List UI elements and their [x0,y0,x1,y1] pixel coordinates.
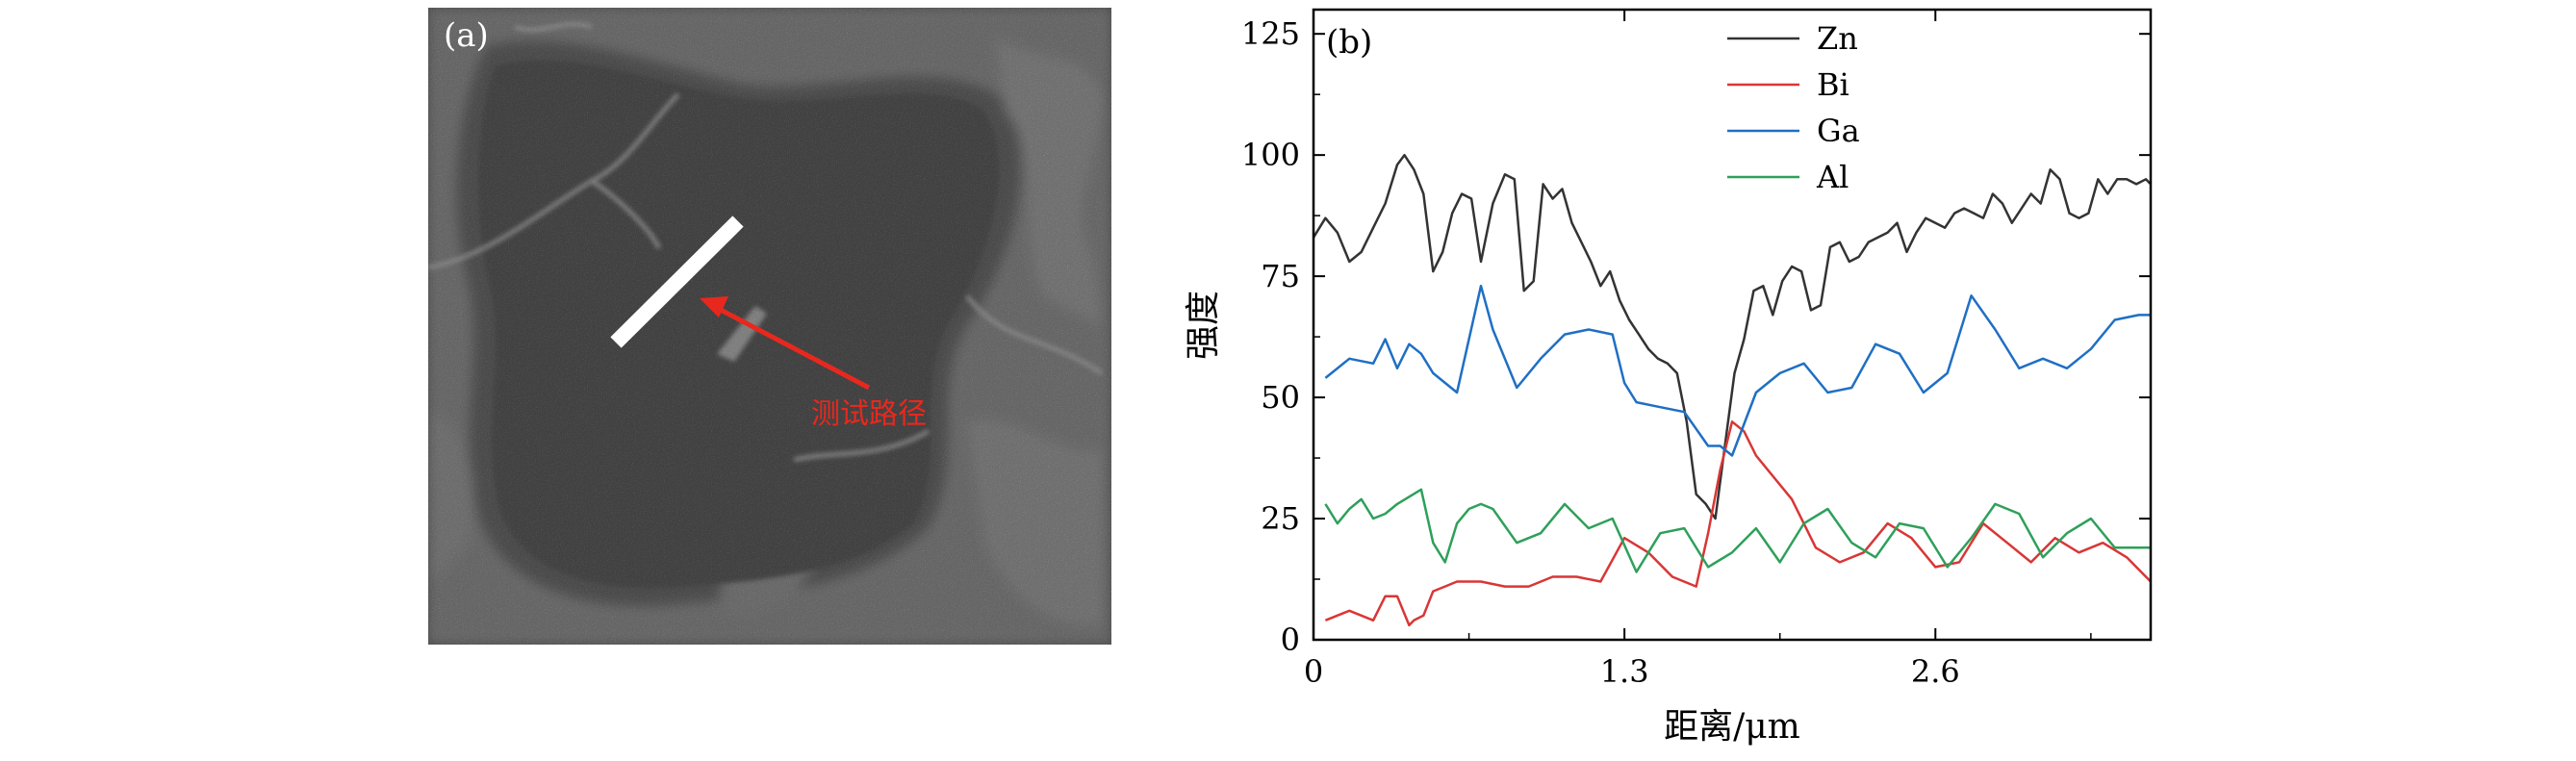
legend-label-al: Al [1816,159,1849,195]
legend-label-zn: Zn [1817,20,1858,57]
series-line-al [1324,488,2151,573]
sem-micrograph: 测试路径 (a) [427,8,1111,645]
line-profile-chart: 0 25 50 75 100 125 0 1.3 2.6 (b) 距离/μm 强度 Zn Bi Ga… [1184,8,2153,747]
series-line-zn [1312,153,2152,520]
line-profile-chart-panel: 0 25 50 75 100 125 0 1.3 2.6 (b) 距离/μm 强度 Zn Bi Ga… [1174,0,2576,757]
y-tick-label: 25 [1261,500,1300,537]
y-tick-label: 100 [1241,137,1300,173]
annotation-arrow-head [700,296,728,317]
x-tick-label: 1.3 [1600,653,1649,690]
series-line-ga [1324,284,2151,457]
test-path-bar [610,216,744,348]
y-tick-label: 125 [1241,15,1300,52]
panel-a-label: (a) [444,16,489,55]
y-axis-label: 强度 [1184,291,1223,360]
legend-label-ga: Ga [1817,113,1860,149]
y-tick-label: 0 [1281,621,1300,658]
y-tick-label: 50 [1261,379,1300,416]
x-tick-label: 0 [1304,653,1323,690]
y-tick-label: 75 [1261,258,1300,294]
sem-micrograph-panel: 测试路径 (a) [427,8,1111,645]
series-line-bi [1324,420,2152,627]
legend: Zn Bi Ga Al [1727,20,1860,195]
x-tick-label: 2.6 [1911,653,1960,690]
plot-frame [1312,8,2153,642]
panel-b-label: (b) [1326,23,1372,62]
x-axis-label: 距离/μm [1664,707,1800,747]
legend-label-bi: Bi [1817,66,1849,103]
annotation-label: 测试路径 [811,397,927,431]
annotation-arrow [715,305,871,391]
